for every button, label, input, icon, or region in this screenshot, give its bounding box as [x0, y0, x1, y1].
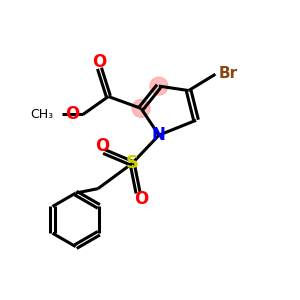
Circle shape — [132, 100, 150, 117]
Text: O: O — [65, 105, 80, 123]
Text: O: O — [134, 190, 148, 208]
Text: N: N — [152, 126, 166, 144]
Text: CH₃: CH₃ — [30, 108, 53, 121]
Text: Br: Br — [219, 66, 238, 81]
Text: O: O — [95, 136, 110, 154]
Text: S: S — [126, 154, 139, 172]
Text: O: O — [92, 53, 106, 71]
Circle shape — [150, 77, 168, 95]
